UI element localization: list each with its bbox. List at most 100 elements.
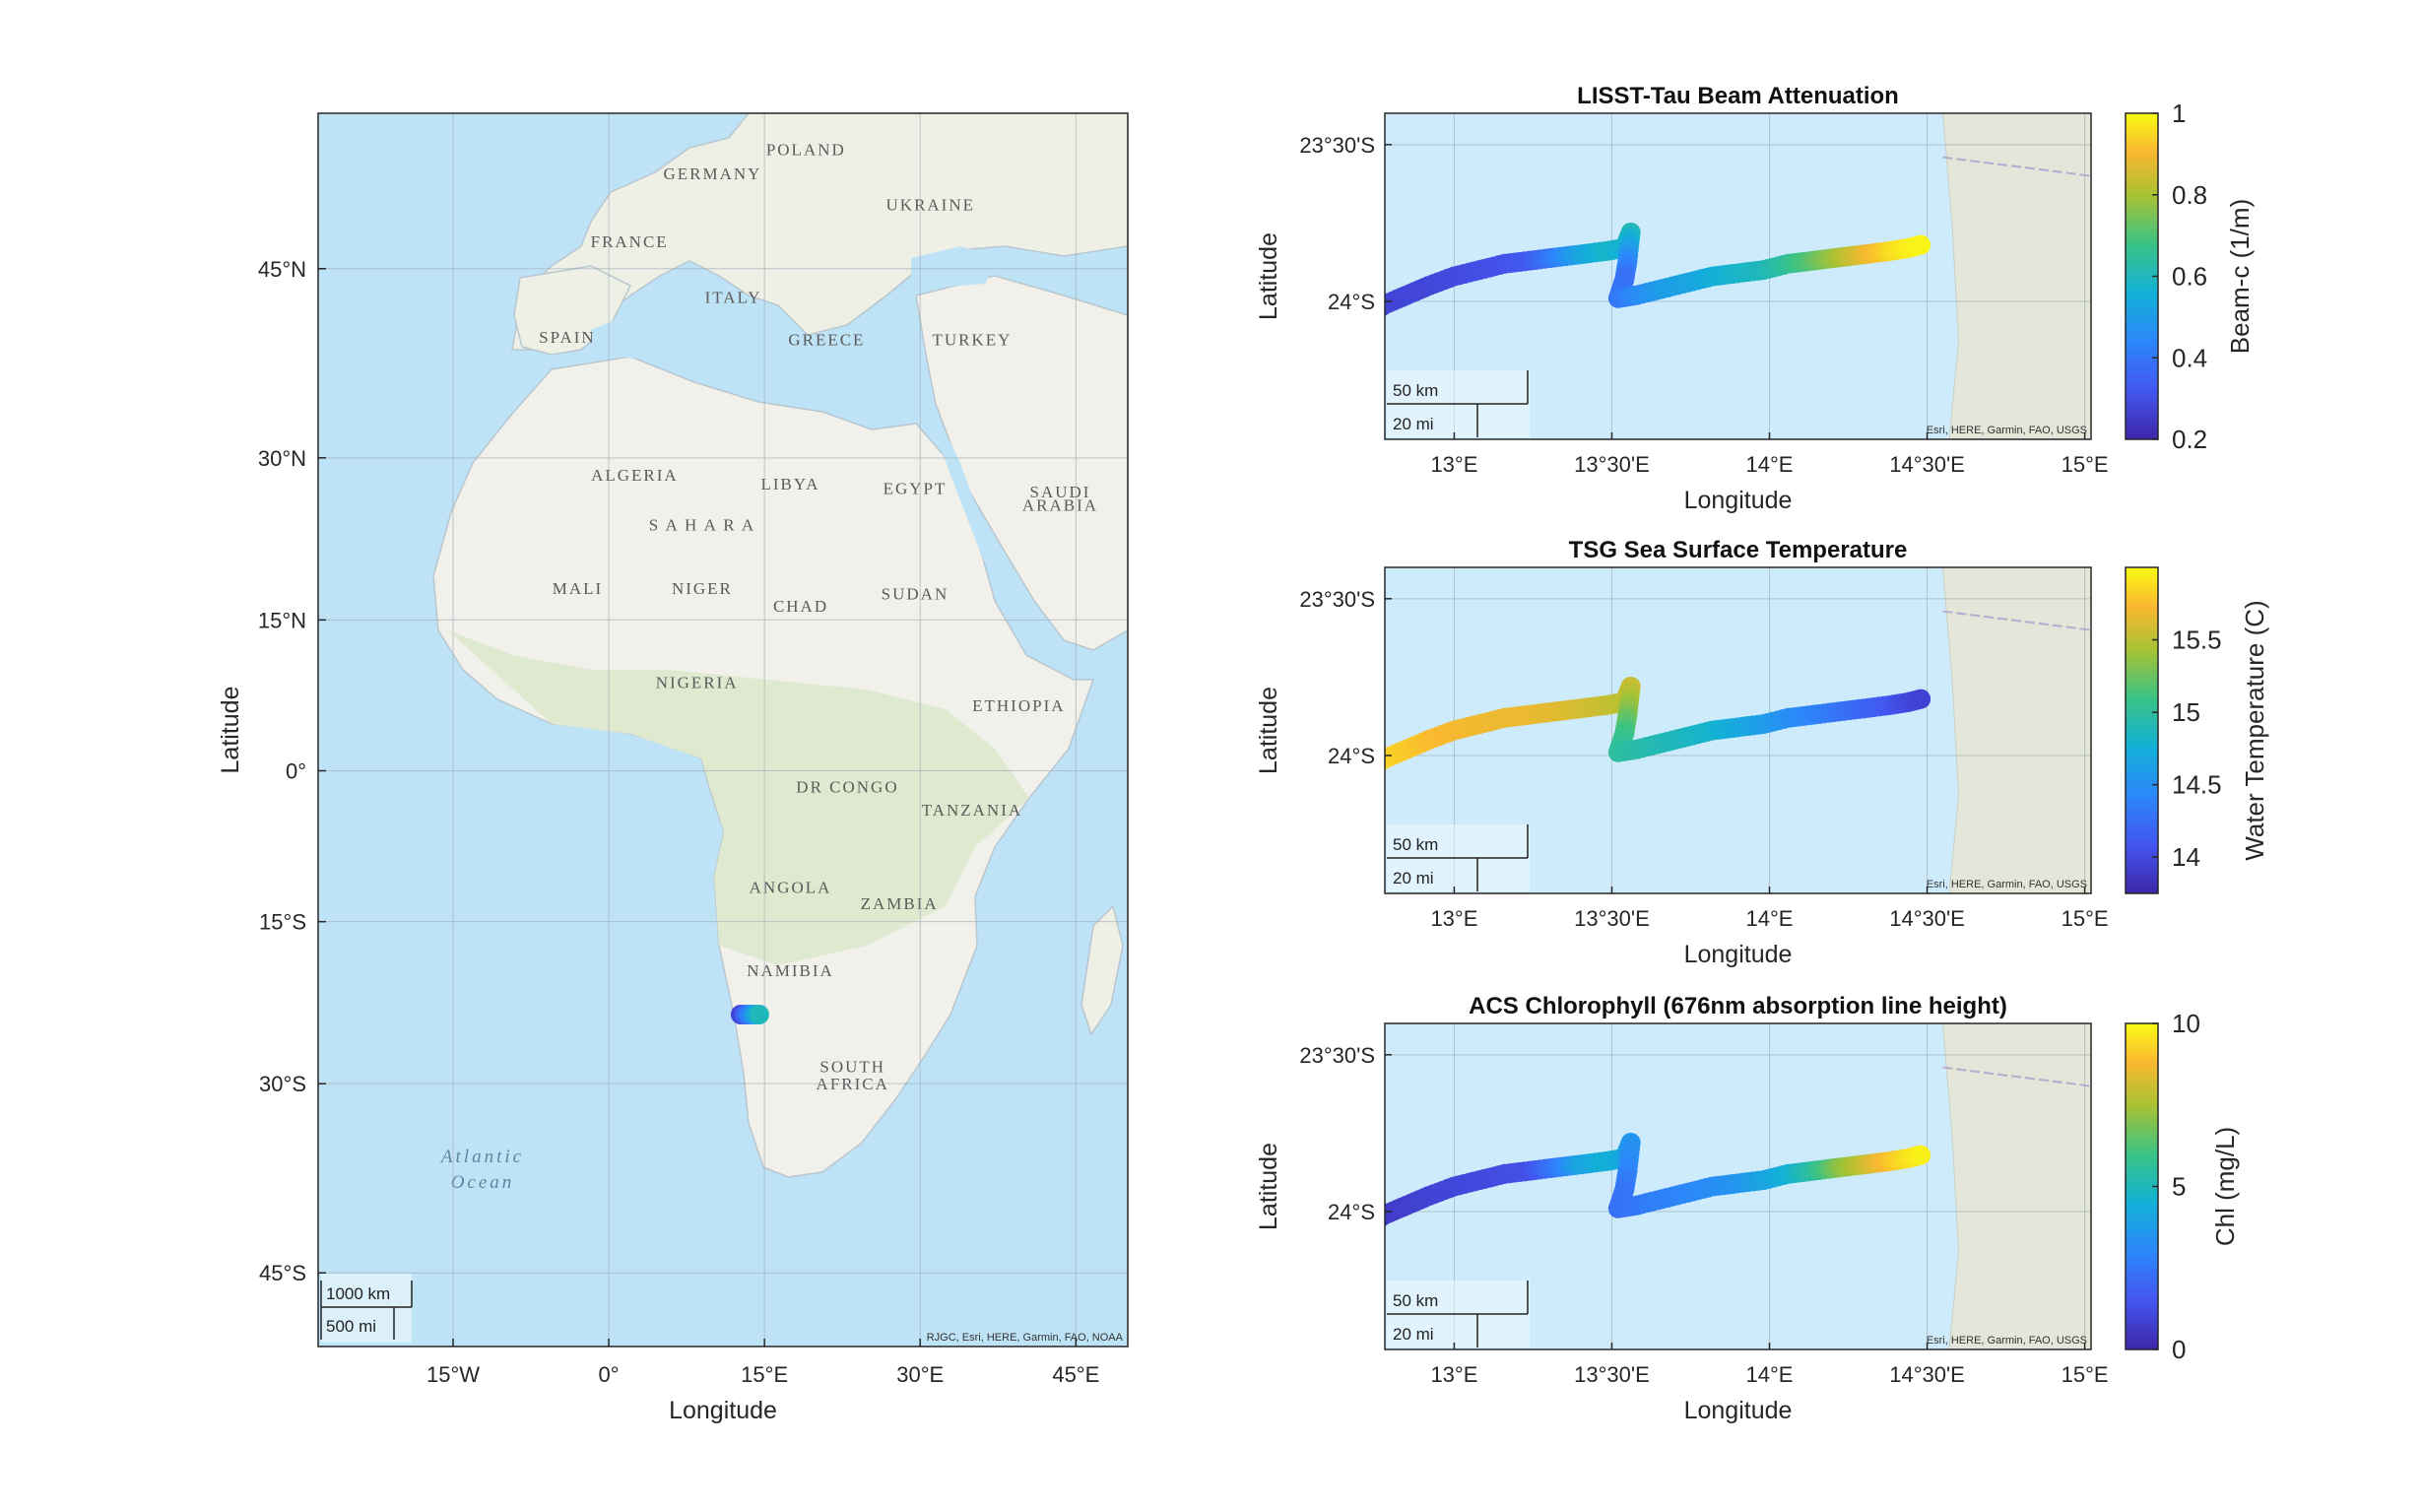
map-attribution: RJGC, Esri, HERE, Garmin, FAO, NOAA bbox=[927, 1332, 1124, 1344]
country-label: SAUDI bbox=[1030, 483, 1091, 501]
colorbar-tick-label: 15.5 bbox=[2172, 625, 2222, 655]
country-label: ETHIOPIA bbox=[972, 696, 1065, 715]
panel-attribution: Esri, HERE, Garmin, FAO, USGS bbox=[1927, 879, 2087, 890]
panel-attribution: Esri, HERE, Garmin, FAO, USGS bbox=[1927, 425, 2087, 436]
panel-frame bbox=[1384, 112, 2092, 440]
panel-sea-surface-temperature: 50 km 20 mi Esri, HERE, Garmin, FAO, USGS 1… bbox=[1255, 537, 2269, 968]
panel-title: LISST-Tau Beam Attenuation bbox=[1577, 83, 1899, 109]
country-label: POLAND bbox=[766, 141, 846, 160]
panel-ylabel: Latitude bbox=[1255, 687, 1282, 774]
colorbar-label: Beam-c (1/m) bbox=[2225, 199, 2255, 354]
colorbar-tick-label: 0.4 bbox=[2172, 343, 2207, 372]
panel-ytick-label: 23°30'S bbox=[1299, 587, 1375, 612]
panel-xtick-label: 14°30'E bbox=[1889, 1362, 1965, 1387]
overview-map: POLAND GERMANY UKRAINE FRANCE ITALY SPAIN GREE… bbox=[217, 112, 1129, 1424]
cruise-track-marker bbox=[730, 1004, 769, 1024]
panel-xtick-label: 15°E bbox=[2062, 452, 2109, 477]
panel-scale-km: 50 km bbox=[1393, 835, 1438, 854]
panel-chlorophyll: 50 km 20 mi Esri, HERE, Garmin, FAO, USGS 1… bbox=[1255, 993, 2240, 1424]
country-label: EGYPT bbox=[884, 480, 948, 498]
panel-scale-bar: 50 km 20 mi bbox=[1387, 370, 1530, 437]
country-label: ARABIA bbox=[1022, 495, 1098, 514]
panel-attribution: Esri, HERE, Garmin, FAO, USGS bbox=[1927, 1335, 2087, 1347]
country-label: GERMANY bbox=[663, 164, 761, 183]
colorbar-label: Water Temperature (C) bbox=[2240, 600, 2269, 860]
panel-frame bbox=[1384, 1022, 2092, 1350]
coastline-land bbox=[1942, 113, 2091, 439]
panel-beam-attenuation: 50 km 20 mi Esri, HERE, Garmin, FAO, USGS 1… bbox=[1255, 83, 2255, 514]
panel-map-area: 50 km 20 mi Esri, HERE, Garmin, FAO, USGS bbox=[1385, 1023, 2091, 1349]
colorbar-tick-label: 0 bbox=[2172, 1335, 2186, 1364]
map-ytick-label: 45°N bbox=[258, 257, 306, 282]
map-xlabel: Longitude bbox=[669, 1397, 777, 1424]
map-xtick-label: 30°E bbox=[896, 1362, 944, 1387]
map-xtick-label: 15°W bbox=[426, 1362, 480, 1387]
colorbar: 1 0.8 0.6 0.4 0.2 Beam-c (1/m) bbox=[2125, 99, 2255, 454]
panel-frame bbox=[1384, 566, 2092, 894]
panel-ylabel: Latitude bbox=[1255, 232, 1282, 320]
panel-xtick-label: 15°E bbox=[2062, 1362, 2109, 1387]
track-point bbox=[1911, 1145, 1931, 1165]
track-points bbox=[1385, 1132, 1931, 1226]
panel-title: ACS Chlorophyll (676nm absorption line h… bbox=[1469, 993, 2007, 1019]
map-xtick-label: 15°E bbox=[741, 1362, 788, 1387]
panel-scale-bar: 50 km 20 mi bbox=[1387, 1281, 1530, 1348]
country-label: NAMIBIA bbox=[747, 961, 834, 980]
panel-scale-mi: 20 mi bbox=[1393, 415, 1434, 433]
country-label: TANZANIA bbox=[922, 801, 1022, 820]
country-label: SOUTH bbox=[819, 1058, 885, 1077]
colorbar-tick-label: 14.5 bbox=[2172, 770, 2222, 800]
map-scale-bar: 1000 km 500 mi bbox=[320, 1274, 413, 1343]
panel-ytick-label: 24°S bbox=[1328, 290, 1375, 314]
country-label: LIBYA bbox=[760, 475, 819, 493]
panel-xtick-label: 13°30'E bbox=[1574, 452, 1650, 477]
panel-scale-mi: 20 mi bbox=[1393, 869, 1434, 887]
country-label: S A H A R A bbox=[649, 515, 755, 534]
panel-xtick-label: 13°E bbox=[1430, 1362, 1477, 1387]
panel-scale-bar: 50 km 20 mi bbox=[1387, 824, 1530, 891]
map-ytick-label: 30°N bbox=[258, 446, 306, 471]
country-label: ALGERIA bbox=[591, 466, 679, 485]
panel-xtick-label: 13°E bbox=[1430, 906, 1477, 931]
panel-xtick-label: 13°E bbox=[1430, 452, 1477, 477]
map-scale-mi: 500 mi bbox=[326, 1317, 376, 1336]
track-points bbox=[1385, 222, 1931, 316]
map-ylabel: Latitude bbox=[217, 687, 244, 774]
map-track-point bbox=[749, 1004, 769, 1024]
map-ytick-label: 45°S bbox=[259, 1261, 306, 1285]
country-label: ITALY bbox=[705, 289, 762, 307]
panel-scale-km: 50 km bbox=[1393, 1291, 1438, 1310]
panel-xlabel: Longitude bbox=[1684, 487, 1793, 514]
panel-xtick-label: 13°30'E bbox=[1574, 906, 1650, 931]
colorbar-tick-label: 15 bbox=[2172, 697, 2200, 727]
colorbar-gradient bbox=[2125, 112, 2159, 440]
track-point bbox=[1911, 234, 1931, 255]
panel-ytick-label: 24°S bbox=[1328, 744, 1375, 768]
country-label: NIGER bbox=[672, 579, 733, 598]
panel-xlabel: Longitude bbox=[1684, 1397, 1793, 1424]
map-gridlines bbox=[318, 113, 1128, 1347]
panel-scale-km: 50 km bbox=[1393, 381, 1438, 400]
colorbar-tick-label: 0.6 bbox=[2172, 262, 2207, 292]
panel-map-area: 50 km 20 mi Esri, HERE, Garmin, FAO, USGS bbox=[1385, 113, 2091, 439]
panel-ylabel: Latitude bbox=[1255, 1143, 1282, 1230]
panel-ytick-label: 24°S bbox=[1328, 1200, 1375, 1224]
map-xtick-label: 0° bbox=[599, 1362, 620, 1387]
country-label: FRANCE bbox=[591, 232, 669, 251]
colorbar-label: Chl (mg/L) bbox=[2210, 1127, 2240, 1246]
panel-xtick-label: 14°30'E bbox=[1889, 906, 1965, 931]
panel-ytick-label: 23°30'S bbox=[1299, 133, 1375, 158]
country-label: ZAMBIA bbox=[861, 894, 939, 913]
panel-xlabel: Longitude bbox=[1684, 941, 1793, 968]
map-ytick-label: 0° bbox=[286, 759, 306, 784]
land-boundary-line bbox=[1942, 610, 2091, 631]
colorbar-gradient bbox=[2125, 566, 2159, 894]
colorbar: 10 5 0 Chl (mg/L) bbox=[2125, 1009, 2240, 1364]
panel-xtick-label: 13°30'E bbox=[1574, 1362, 1650, 1387]
colorbar-tick-label: 14 bbox=[2172, 842, 2200, 872]
track-point bbox=[1911, 689, 1931, 709]
panel-map-area: 50 km 20 mi Esri, HERE, Garmin, FAO, USGS bbox=[1385, 567, 2091, 893]
panel-title: TSG Sea Surface Temperature bbox=[1569, 537, 1908, 563]
panel-xtick-label: 15°E bbox=[2062, 906, 2109, 931]
